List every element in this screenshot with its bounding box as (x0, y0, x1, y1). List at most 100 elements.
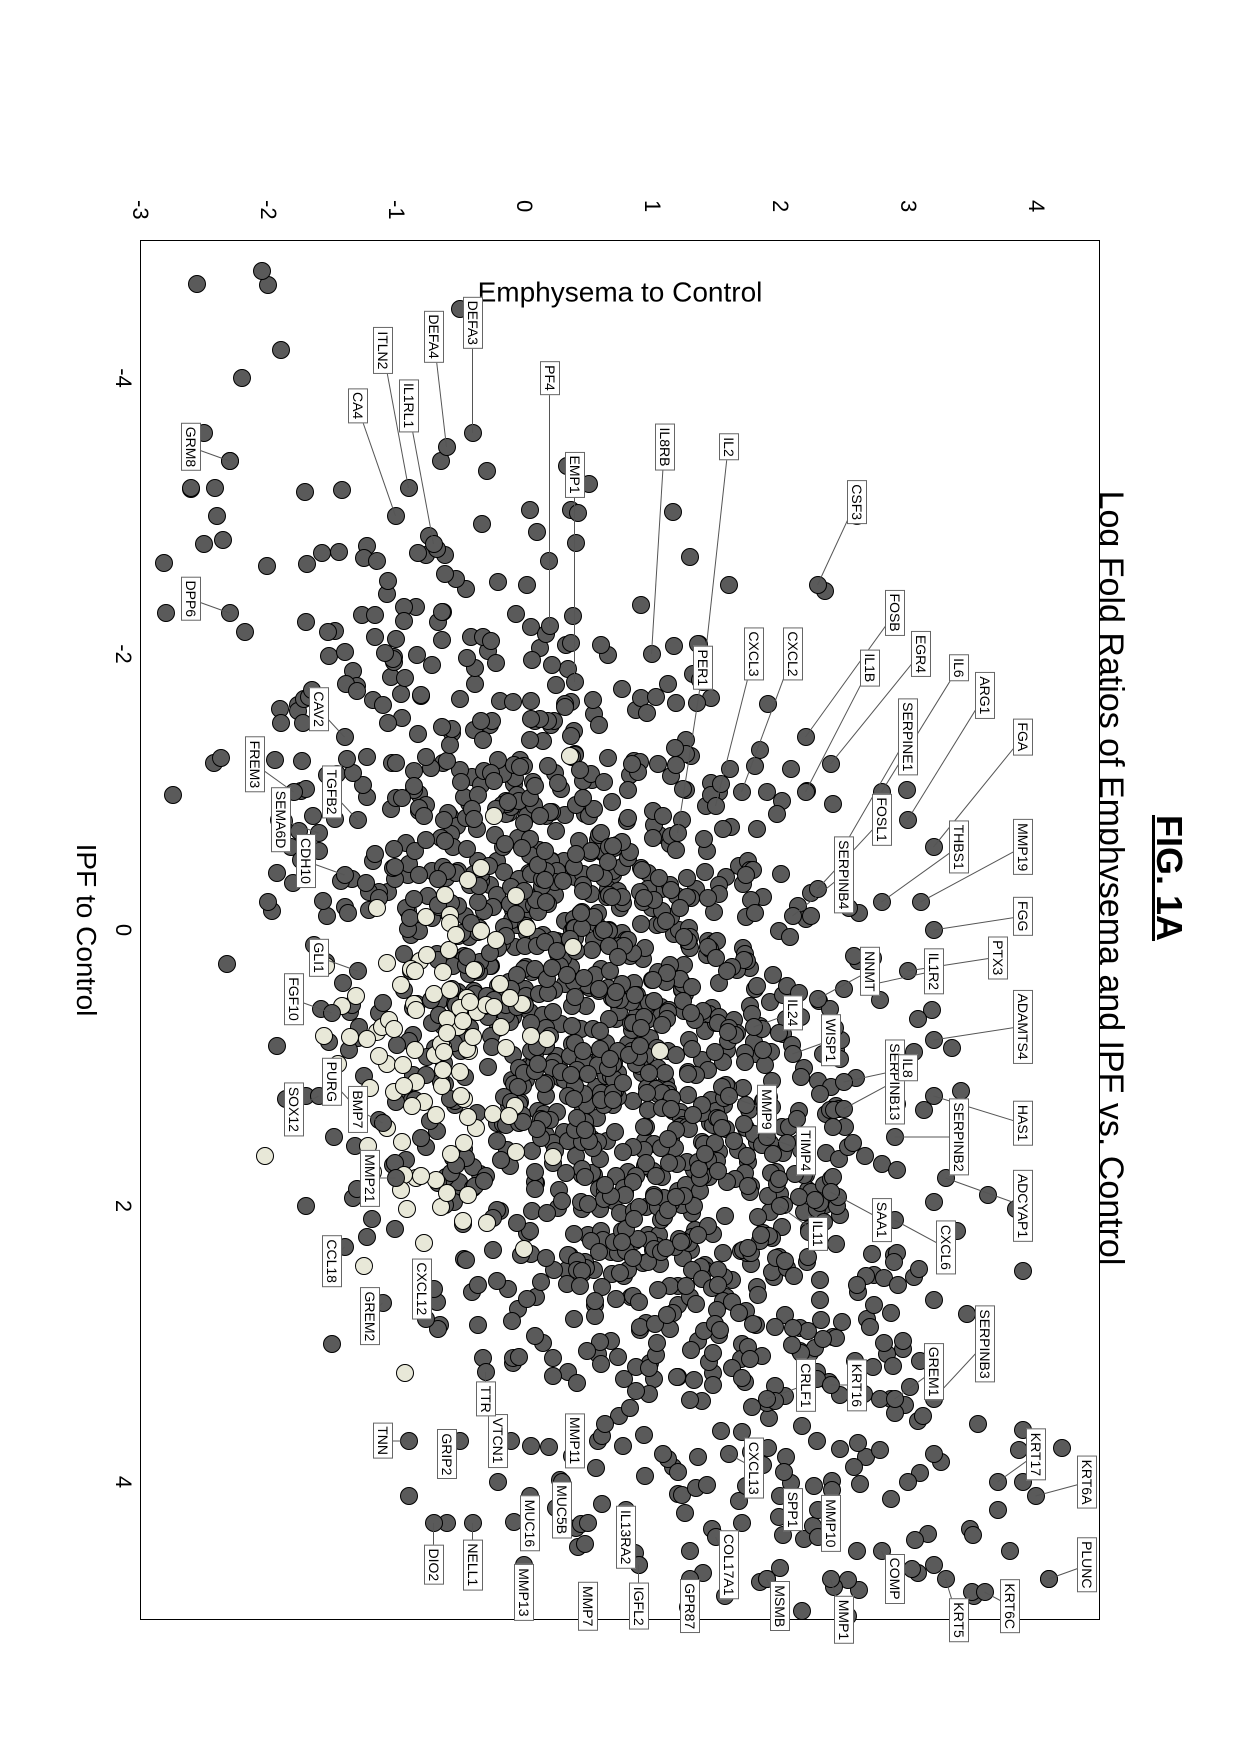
scatter-point (392, 685, 410, 703)
scatter-point (613, 680, 631, 698)
scatter-point (583, 941, 601, 959)
scatter-point (433, 718, 451, 736)
gene-label: CXCL13 (744, 1438, 764, 1499)
scatter-point (256, 1147, 274, 1165)
gene-label: SAA1 (872, 1198, 892, 1242)
gene-label: IL1B (860, 649, 880, 686)
scatter-point (848, 1276, 866, 1294)
x-axis-label: IPF to Control (70, 844, 102, 1017)
scatter-point (395, 1077, 413, 1095)
scatter-point (388, 1036, 406, 1054)
scatter-point (374, 696, 392, 714)
scatter-point (591, 1022, 609, 1040)
scatter-point (925, 1291, 943, 1309)
scatter-point (682, 1341, 700, 1359)
scatter-point (304, 807, 322, 825)
scatter-point (268, 1037, 286, 1055)
scatter-point (614, 1437, 632, 1455)
scatter-point (387, 507, 405, 525)
scatter-point (604, 1091, 622, 1109)
gene-label: SEMA6D (271, 787, 291, 853)
scatter-point (408, 646, 426, 664)
gene-label: SERPINB13 (885, 1039, 905, 1124)
scatter-point (507, 887, 525, 905)
scatter-point (590, 716, 608, 734)
scatter-point (478, 462, 496, 480)
gene-label: MMP19 (1013, 819, 1033, 875)
gene-label: CRLF1 (796, 1359, 816, 1411)
scatter-point (323, 1004, 341, 1022)
gene-label: EGR4 (911, 631, 931, 677)
scatter-point (609, 948, 627, 966)
scatter-point (499, 793, 517, 811)
scatter-point (709, 1162, 727, 1180)
scatter-point (403, 1097, 421, 1115)
scatter-point (683, 1040, 701, 1058)
gene-label: KRT6C (1000, 1579, 1020, 1633)
y-tick: 3 (895, 200, 921, 212)
scatter-point (518, 576, 536, 594)
scatter-point (543, 959, 561, 977)
scatter-point (485, 998, 503, 1016)
scatter-point (863, 1245, 881, 1263)
scatter-point (670, 1463, 688, 1481)
scatter-point (496, 835, 514, 853)
scatter-point (561, 747, 579, 765)
scatter-point (989, 1501, 1007, 1519)
scatter-point (513, 839, 531, 857)
figure-container: FIG. 1A Log Fold Ratios of Emphysema and… (0, 0, 1240, 1756)
scatter-point (504, 693, 522, 711)
scatter-point (665, 637, 683, 655)
scatter-point (569, 504, 587, 522)
scatter-point (645, 1188, 663, 1206)
scatter-point (884, 1357, 902, 1375)
scatter-point (632, 596, 650, 614)
scatter-point (579, 1195, 597, 1213)
gene-label: SERPINE1 (898, 698, 918, 775)
gene-label: TNN (373, 1422, 393, 1459)
scatter-point (574, 1042, 592, 1060)
scatter-point (711, 1321, 729, 1339)
gene-label: MMP10 (821, 1495, 841, 1551)
scatter-point (943, 1039, 961, 1057)
scatter-point (182, 479, 200, 497)
scatter-point (648, 1334, 666, 1352)
scatter-point (218, 955, 236, 973)
scatter-point (735, 1115, 753, 1133)
gene-label: THBS1 (949, 821, 969, 874)
scatter-point (685, 1371, 703, 1389)
scatter-point (882, 1490, 900, 1508)
scatter-point (681, 548, 699, 566)
scatter-point (459, 871, 477, 889)
gene-label: MMP1 (834, 1596, 854, 1644)
scatter-point (423, 656, 441, 674)
scatter-point (556, 698, 574, 716)
scatter-point (452, 773, 470, 791)
scatter-point (667, 841, 685, 859)
gene-label: MSMB (770, 1581, 790, 1631)
scatter-point (433, 1077, 451, 1095)
scatter-point (429, 870, 447, 888)
scatter-point (632, 1019, 650, 1037)
scatter-point (501, 989, 519, 1007)
scatter-point (272, 341, 290, 359)
scatter-point (487, 931, 505, 949)
gene-label: PLUNC (1077, 1537, 1097, 1592)
scatter-point (417, 831, 435, 849)
scatter-point (374, 1114, 392, 1132)
scatter-point (644, 829, 662, 847)
scatter-point (579, 1514, 597, 1532)
scatter-point (562, 634, 580, 652)
scatter-point (689, 1226, 707, 1244)
scatter-point (537, 893, 555, 911)
scatter-point (489, 1473, 507, 1491)
scatter-point (714, 1244, 732, 1262)
scatter-point (543, 656, 561, 674)
scatter-point (407, 1001, 425, 1019)
gene-label: FOSB (885, 590, 905, 636)
scatter-point (768, 805, 786, 823)
scatter-point (595, 773, 613, 791)
scatter-point (898, 781, 916, 799)
gene-label: ADAMTS4 (1013, 990, 1033, 1064)
gene-label: WISP1 (821, 1015, 841, 1067)
